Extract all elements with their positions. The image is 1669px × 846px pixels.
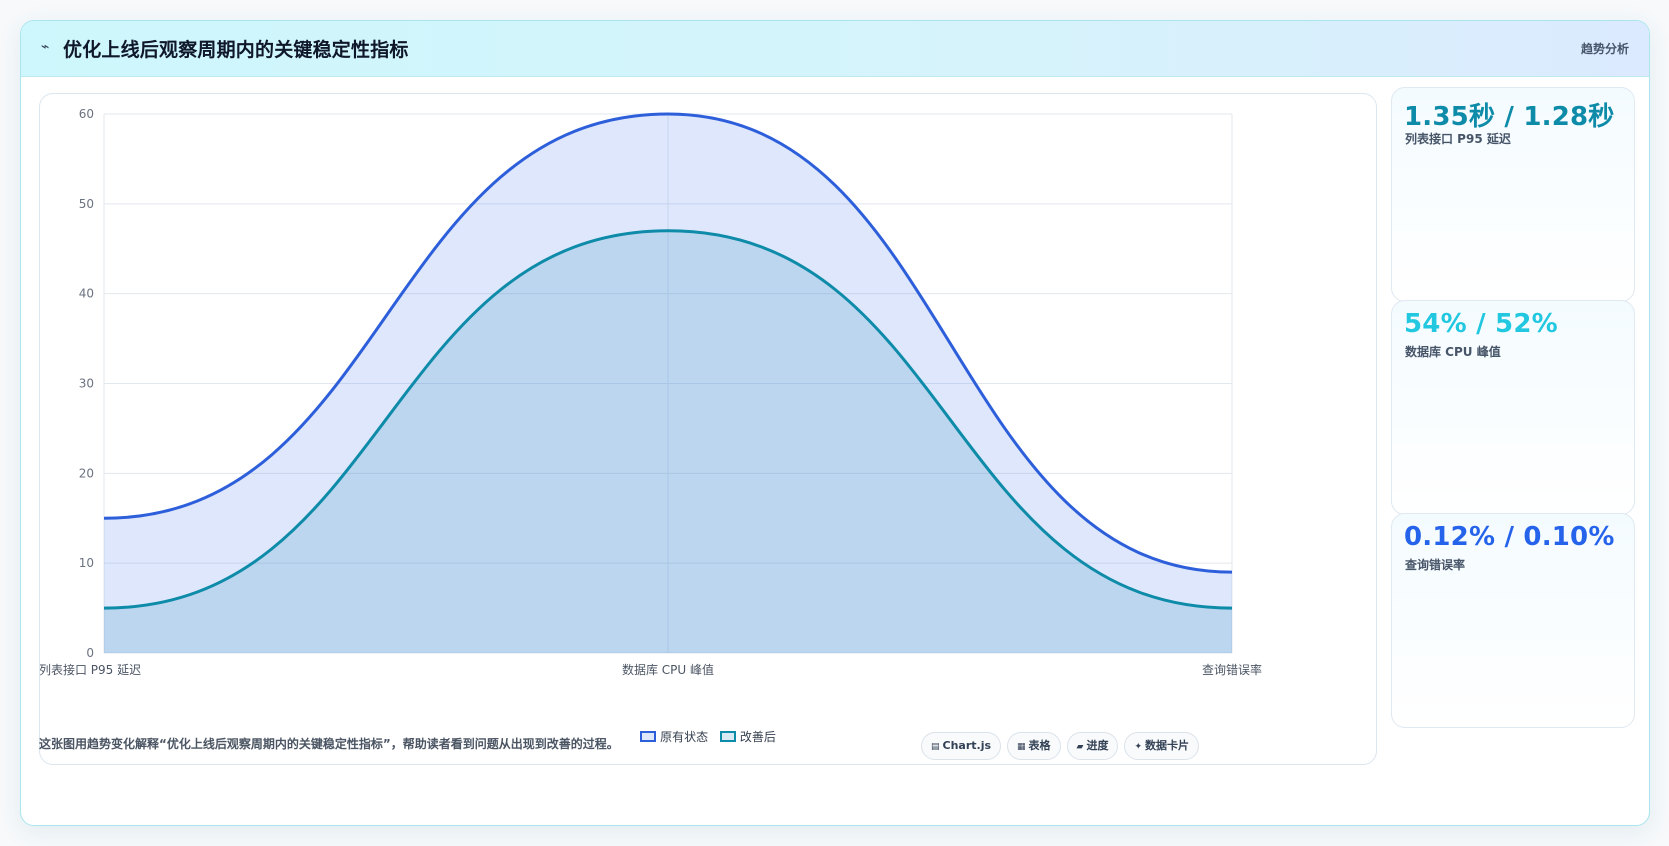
progress-icon: ▰ <box>1076 742 1084 752</box>
x-tick-label: 数据库 CPU 峰值 <box>622 662 714 677</box>
stat-value-cpu: 54% / 52% <box>1404 309 1558 339</box>
legend-item-improved[interactable]: 改善后 <box>719 728 776 745</box>
legend-label-improved: 改善后 <box>739 730 776 744</box>
chart-card: ⌁ 优化上线后观察周期内的关键稳定性指标 趋势分析 0 10 20 30 40 50 60 列… <box>20 20 1650 826</box>
chart-icon: ▤ <box>931 742 940 752</box>
stat-value-latency: 1.35秒 / 1.28秒 <box>1404 102 1615 132</box>
series-area-0 <box>104 114 1232 653</box>
stat-card-error-rate: 0.12% / 0.10% 查询错误率 <box>1391 513 1635 728</box>
legend-swatch-improved <box>719 731 736 742</box>
card-icon: ✦ <box>1134 742 1143 752</box>
pill-progress[interactable]: ▰ 进度 <box>1066 732 1119 760</box>
pill-table[interactable]: ▦ 表格 <box>1007 732 1061 760</box>
pill-data-card[interactable]: ✦ 数据卡片 <box>1124 732 1200 760</box>
page-title: 优化上线后观察周期内的关键稳定性指标 <box>63 39 409 61</box>
trend-analysis-badge: 趋势分析 <box>1580 42 1629 56</box>
y-tick-label: 0 <box>86 646 94 660</box>
stat-value-error-rate: 0.12% / 0.10% <box>1404 522 1615 552</box>
chart-description: 这张图用趋势变化解释“优化上线后观察周期内的关键稳定性指标”，帮助读者看到问题从… <box>39 737 619 751</box>
chart-area: 0 10 20 30 40 50 60 列表接口 P95 延迟 数据库 CPU 峰值 查询错误率 … <box>39 93 1377 765</box>
pill-label: 数据卡片 <box>1145 739 1190 752</box>
y-tick-label: 40 <box>79 287 94 301</box>
y-tick-label: 10 <box>79 556 94 570</box>
series-area-1 <box>104 230 1232 654</box>
tag-pills: ▤ Chart.js ▦ 表格 ▰ 进度 ✦ 数据卡片 <box>921 732 1205 760</box>
pill-chartjs[interactable]: ▤ Chart.js <box>921 732 1002 760</box>
stat-card-cpu: 54% / 52% 数据库 CPU 峰值 <box>1391 300 1635 515</box>
stat-label-cpu: 数据库 CPU 峰值 <box>1405 345 1501 359</box>
stat-label-latency: 列表接口 P95 延迟 <box>1405 132 1511 146</box>
legend-label-original: 原有状态 <box>660 730 709 744</box>
pill-label: Chart.js <box>942 739 992 752</box>
y-tick-label: 60 <box>79 107 94 121</box>
legend-item-original[interactable]: 原有状态 <box>640 728 708 745</box>
area-chart: 0 10 20 30 40 50 60 列表接口 P95 延迟 数据库 CPU 峰值 查询错误率 <box>40 107 1262 677</box>
x-tick-label: 列表接口 P95 延迟 <box>40 662 141 677</box>
x-tick-label: 查询错误率 <box>1202 662 1262 677</box>
pill-label: 进度 <box>1086 739 1109 752</box>
pill-label: 表格 <box>1028 739 1051 752</box>
card-header: ⌁ 优化上线后观察周期内的关键稳定性指标 趋势分析 <box>21 21 1649 77</box>
y-tick-label: 30 <box>79 377 94 391</box>
chart-legend: 原有状态 改善后 <box>40 728 1376 745</box>
table-icon: ▦ <box>1017 742 1026 752</box>
stat-label-error-rate: 查询错误率 <box>1405 558 1466 572</box>
legend-swatch-original <box>640 731 657 742</box>
activity-icon: ⌁ <box>41 39 50 55</box>
y-tick-label: 50 <box>79 197 94 211</box>
y-tick-label: 20 <box>79 466 94 480</box>
stat-card-latency: 1.35秒 / 1.28秒 列表接口 P95 延迟 <box>1391 87 1635 302</box>
